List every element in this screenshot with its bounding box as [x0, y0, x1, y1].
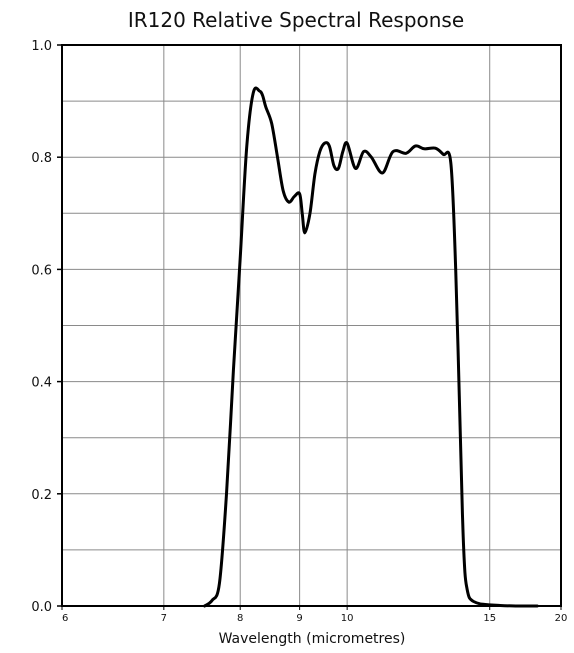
y-tick-label: 1.0: [31, 39, 52, 54]
y-tick-label: 0.8: [31, 151, 52, 166]
x-tick-label: 15: [483, 613, 496, 624]
x-tick-label: 6: [62, 613, 68, 624]
x-tick-label: 9: [296, 613, 302, 624]
plot-frame: [61, 44, 562, 607]
grid-layer: [62, 45, 561, 606]
curve-layer: [203, 86, 539, 608]
tick-layer: 0.0 0.2 0.4 0.6 0.8 1.0 6 7 8 9 10 15 20: [31, 39, 567, 624]
x-tick-label: 8: [237, 613, 243, 624]
y-tick-label: 0.2: [31, 488, 52, 503]
chart-title: IR120 Relative Spectral Response: [128, 8, 464, 32]
response-curve: [203, 86, 539, 608]
x-tick-label: 10: [341, 613, 354, 624]
y-tick-label: 0.0: [31, 600, 52, 615]
y-tick-label: 0.4: [31, 376, 52, 391]
x-tick-label: 7: [161, 613, 167, 624]
x-tick-label: 20: [555, 613, 568, 624]
x-axis-label: Wavelength (micrometres): [219, 631, 406, 647]
y-tick-label: 0.6: [31, 263, 52, 278]
